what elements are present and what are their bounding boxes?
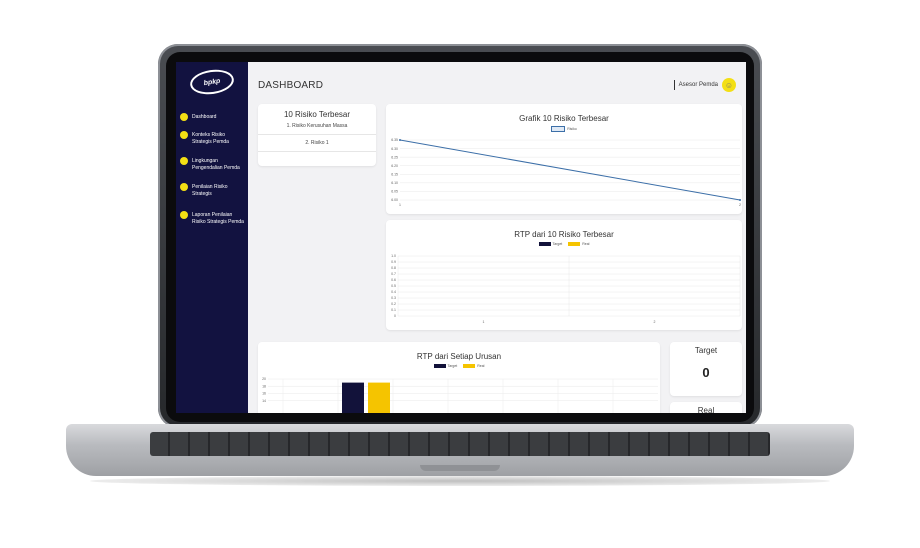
y-tick-label: 0.3 <box>391 296 396 300</box>
nav-dot-icon <box>180 157 188 165</box>
sidebar: bpkp Dashboard Konteks Risiko Strategis … <box>176 62 248 413</box>
x-tick-label: 2 <box>654 320 656 324</box>
y-tick-label: 0.6 <box>391 278 396 282</box>
line-chart-card: Grafik 10 Risiko Terbesar Risiko 6.35 6.3… <box>386 104 742 214</box>
divider <box>673 80 675 90</box>
sidebar-item-label: Laporan Penilaian Risiko Strategis Pemda <box>192 212 244 225</box>
y-tick-label: 1.0 <box>391 254 396 258</box>
sidebar-item-label: Lingkungan Pengendalian Pemda <box>192 158 240 171</box>
legend-label: Risiko <box>567 126 577 131</box>
y-tick-label: 0.9 <box>391 260 396 264</box>
y-tick-label: 0 <box>394 314 396 318</box>
sidebar-item-dashboard[interactable]: Dashboard <box>180 113 246 121</box>
legend-item: Target <box>538 242 563 247</box>
data-point <box>399 139 401 141</box>
sidebar-item-penilaian[interactable]: Penilaian Risiko Strategis <box>180 183 246 198</box>
legend-swatch <box>433 364 446 369</box>
divider <box>258 151 376 152</box>
rtp-urusan-card: RTP dari Setiap Urusan Target Real 20 18 1… <box>258 342 660 413</box>
sidebar-item-label: Konteks Risiko Strategis Pemda <box>192 132 229 145</box>
target-card: Target 0 <box>670 342 742 396</box>
x-tick-label: 2 <box>739 203 741 207</box>
y-tick-label: 16 <box>262 392 266 396</box>
page-title: DASHBOARD <box>258 80 324 91</box>
legend-item: Risiko <box>551 126 577 132</box>
y-tick-label: 6.35 <box>391 138 398 142</box>
bar-target <box>342 382 364 413</box>
y-tick-label: 6.05 <box>391 190 398 194</box>
top-risks-title: 10 Risiko Terbesar <box>283 110 351 119</box>
y-tick-label: 0.5 <box>391 284 396 288</box>
laptop-keyboard <box>150 432 770 456</box>
top-risk-item: 2. Risiko 1 <box>305 140 329 146</box>
legend-swatch <box>551 126 566 132</box>
rtp-risks-card: RTP dari 10 Risiko Terbesar Target Real … <box>386 220 742 330</box>
sidebar-item-konteks[interactable]: Konteks Risiko Strategis Pemda <box>180 131 246 146</box>
chart-title: RTP dari Setiap Urusan <box>416 352 502 361</box>
chart-title: Grafik 10 Risiko Terbesar <box>519 114 609 123</box>
legend-swatch <box>463 364 476 369</box>
legend-item: Real <box>568 242 590 247</box>
sidebar-item-label: Dashboard <box>192 114 217 120</box>
nav-dot-icon <box>180 211 188 219</box>
y-tick-label: 0.8 <box>391 266 396 270</box>
y-tick-label: 18 <box>262 384 266 388</box>
top-risk-item: 1. Risiko Kerusuhan Massa <box>286 123 348 129</box>
legend-label: Target <box>552 242 563 246</box>
y-tick-label: 6.30 <box>391 147 398 151</box>
divider <box>258 134 376 135</box>
y-tick-label: 6.00 <box>391 198 398 202</box>
sidebar-item-laporan[interactable]: Laporan Penilaian Risiko Strategis Pemda <box>180 211 246 226</box>
y-tick-label: 0.4 <box>391 290 396 294</box>
y-tick-label: 6.20 <box>391 164 398 168</box>
avatar[interactable]: ☺ <box>722 78 736 92</box>
y-tick-label: 0.7 <box>391 272 396 276</box>
urusan-bar-chart: 20 18 16 14 <box>262 377 658 413</box>
y-tick-label: 14 <box>262 399 266 403</box>
laptop-shadow <box>90 476 830 486</box>
y-tick-label: 6.25 <box>391 155 398 159</box>
x-tick-label: 1 <box>483 320 485 324</box>
rtp-bar-chart: 1.0 0.9 0.8 0.7 0.6 0.5 0.4 0.3 0.2 0.1 0 1 2 <box>391 254 741 324</box>
bar-real <box>368 382 390 413</box>
legend-label: Target <box>447 364 458 368</box>
series-line-risiko <box>399 139 741 201</box>
user-menu[interactable]: Asesor Pemda ☺ <box>673 78 736 92</box>
y-tick-label: 6.10 <box>391 181 398 185</box>
y-tick-label: 6.15 <box>391 172 398 176</box>
app-screen: bpkp Dashboard Konteks Risiko Strategis … <box>176 62 746 413</box>
bpkp-logo: bpkp <box>188 67 236 97</box>
real-label: Real <box>697 406 715 413</box>
user-name: Asesor Pemda <box>678 82 718 88</box>
sidebar-item-lingkungan[interactable]: Lingkungan Pengendalian Pemda <box>180 157 246 172</box>
target-value: 0 <box>702 365 710 380</box>
line-chart: 6.35 6.30 6.25 6.20 6.15 6.10 6.05 6.001 2 <box>391 138 741 207</box>
data-point <box>739 199 741 201</box>
chart-legend: Target Real <box>258 364 660 369</box>
nav-dot-icon <box>180 183 188 191</box>
laptop-notch <box>420 465 500 471</box>
legend-item: Target <box>433 364 458 369</box>
x-tick-label: 1 <box>399 203 401 207</box>
legend-swatch <box>568 242 581 247</box>
target-label: Target <box>694 346 718 355</box>
y-tick-label: 0.1 <box>391 308 396 312</box>
chart-title: RTP dari 10 Risiko Terbesar <box>514 230 614 239</box>
nav-dot-icon <box>180 131 188 139</box>
real-card: Real <box>670 402 742 413</box>
legend-item: Real <box>463 364 485 369</box>
y-tick-label: 20 <box>262 377 266 381</box>
legend-label: Real <box>582 242 590 246</box>
nav-dot-icon <box>180 113 188 121</box>
y-tick-label: 0.2 <box>391 302 396 306</box>
top-risks-card: 10 Risiko Terbesar 1. Risiko Kerusuhan M… <box>258 104 376 166</box>
legend-label: Real <box>477 364 485 368</box>
chart-legend: Target Real <box>386 242 742 247</box>
sidebar-item-label: Penilaian Risiko Strategis <box>192 184 228 197</box>
legend-swatch <box>538 242 551 247</box>
chart-legend: Risiko <box>386 126 742 132</box>
